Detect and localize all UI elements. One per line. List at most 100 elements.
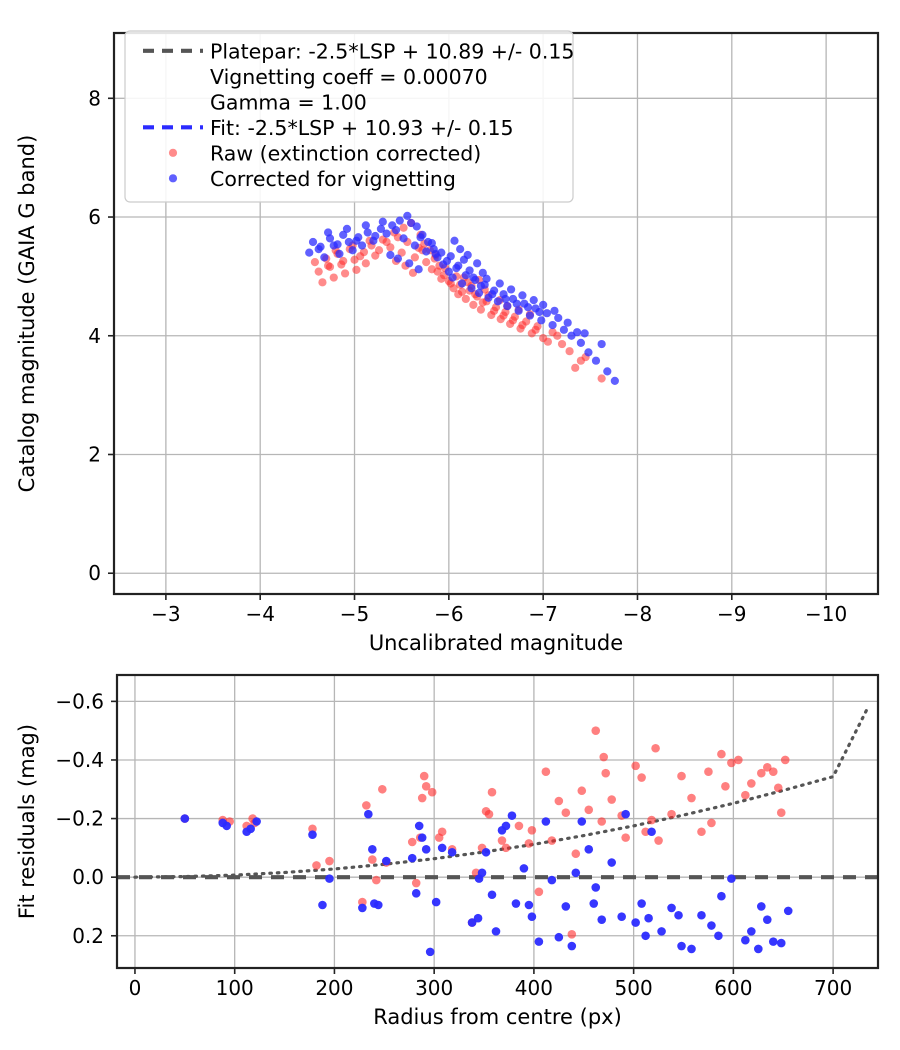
data-point	[747, 779, 756, 788]
data-point	[407, 837, 417, 847]
data-point	[339, 256, 348, 266]
ticks-panel1: −3 −4 −5 −6 −7 −8 −9 −10 0 2 4 6 8	[88, 86, 847, 626]
data-point	[474, 874, 484, 883]
data-point	[506, 285, 516, 294]
data-point	[559, 325, 569, 334]
data-point	[610, 376, 619, 385]
ytick-label: 4	[88, 324, 101, 348]
data-point	[467, 918, 477, 927]
legend-label-platepar: Platepar: -2.5*LSP + 10.89 +/- 0.15	[210, 39, 574, 63]
data-point	[607, 858, 616, 867]
series-raw-panel2	[180, 726, 790, 939]
xtick-label: −4	[245, 602, 274, 626]
data-point	[484, 809, 494, 819]
data-point	[358, 903, 367, 913]
data-point	[329, 273, 338, 282]
ticks-panel2: 0 100 200 300 400 500 600 700 0.2 0.0 −0.2 −0.4 −0.6	[55, 689, 852, 1000]
data-point	[382, 237, 391, 247]
data-point	[762, 915, 772, 924]
data-point	[591, 726, 601, 735]
data-point	[364, 809, 373, 819]
data-point	[501, 294, 510, 304]
data-point	[677, 771, 686, 781]
xaxis-title-panel1: Uncalibrated magnitude	[369, 631, 623, 655]
data-point	[576, 356, 585, 365]
scatter-panel1	[305, 211, 619, 385]
data-point	[427, 787, 437, 797]
data-point	[463, 250, 472, 260]
axes-frame-panel2	[115, 673, 880, 970]
ytick-label: 8	[88, 86, 101, 110]
data-point	[508, 316, 518, 325]
data-point	[721, 782, 730, 791]
data-point	[542, 309, 552, 318]
data-point	[410, 253, 419, 262]
data-point	[473, 259, 482, 268]
data-point	[534, 887, 544, 897]
data-point	[647, 827, 656, 837]
data-point	[654, 836, 663, 845]
data-point	[352, 236, 361, 245]
data-point	[397, 248, 406, 257]
data-point	[503, 301, 512, 311]
data-point	[374, 246, 384, 255]
data-point	[514, 821, 524, 831]
data-point	[378, 784, 387, 794]
data-point	[734, 755, 743, 765]
data-point	[501, 843, 511, 853]
data-point	[493, 297, 502, 306]
data-point	[371, 231, 380, 241]
data-point	[361, 259, 370, 268]
data-point	[497, 836, 507, 845]
data-point	[553, 331, 562, 340]
data-point	[563, 318, 572, 327]
data-point	[407, 853, 417, 863]
data-point	[368, 855, 377, 864]
data-point	[637, 899, 646, 908]
data-point	[754, 944, 763, 954]
data-point	[687, 944, 696, 954]
data-point	[491, 927, 501, 936]
data-point	[437, 843, 447, 853]
data-point	[584, 805, 594, 815]
data-point	[547, 836, 557, 845]
data-point	[541, 817, 551, 826]
data-point	[697, 910, 706, 920]
data-point	[356, 252, 365, 261]
ytick-label: 0.0	[72, 865, 104, 889]
data-point	[478, 298, 487, 307]
data-point	[647, 815, 656, 825]
data-point	[488, 290, 497, 299]
data-point	[644, 913, 653, 923]
vignetting-curve	[133, 705, 870, 879]
data-point	[403, 211, 412, 220]
data-point	[474, 288, 484, 298]
data-point	[757, 902, 766, 911]
data-point	[577, 817, 587, 826]
data-point	[425, 947, 435, 957]
ytick-label: 0.2	[72, 924, 104, 948]
data-point	[527, 912, 537, 922]
data-point	[414, 821, 424, 831]
data-point	[386, 250, 395, 260]
data-point	[490, 306, 499, 315]
data-point	[714, 931, 723, 941]
data-point	[768, 937, 778, 946]
data-point	[410, 241, 419, 250]
data-point	[512, 299, 521, 308]
data-point	[525, 311, 535, 320]
data-point	[405, 259, 414, 268]
data-point	[501, 821, 511, 831]
data-point	[524, 900, 534, 910]
data-point	[416, 233, 425, 242]
data-point	[584, 845, 594, 854]
data-point	[783, 906, 793, 916]
data-point	[518, 320, 527, 330]
data-point	[547, 875, 557, 885]
ytick-label: −0.6	[55, 689, 104, 713]
data-point	[487, 787, 497, 797]
data-point	[717, 749, 726, 759]
data-point	[554, 796, 564, 806]
